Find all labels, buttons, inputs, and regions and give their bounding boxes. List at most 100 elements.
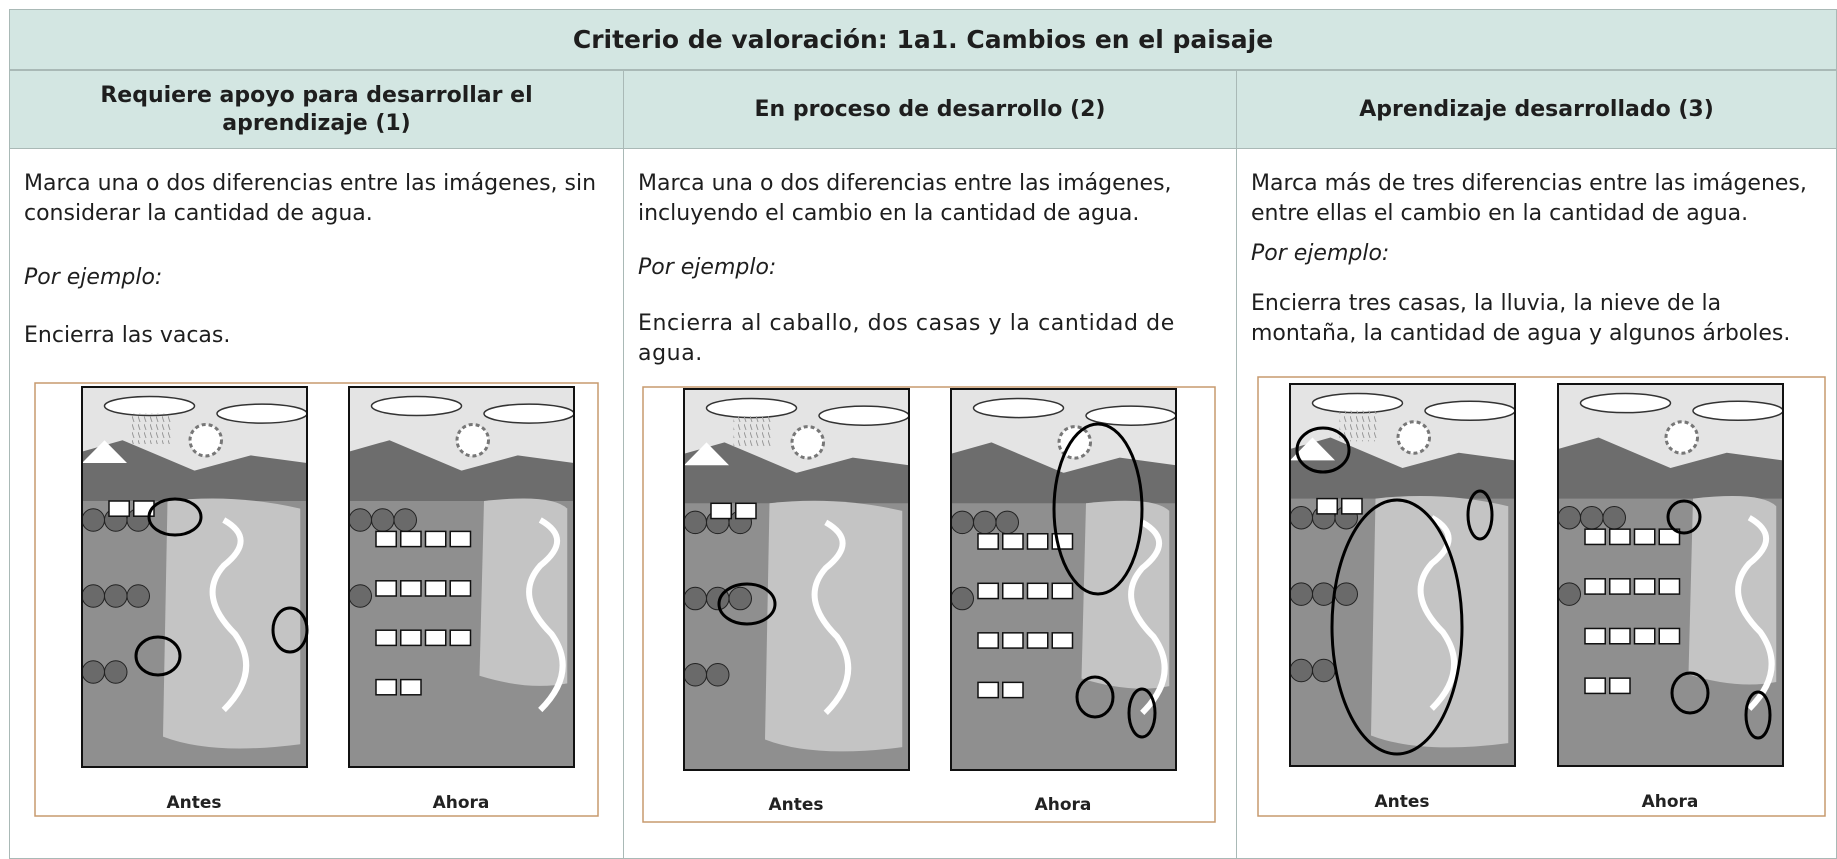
column-header: En proceso de desarrollo (2) [623, 70, 1237, 149]
cloud [972, 397, 1065, 419]
house [375, 530, 397, 548]
image-caption: Antes [1374, 792, 1429, 812]
house [977, 632, 999, 649]
mountains [349, 440, 574, 501]
tree [973, 510, 997, 535]
cloud [370, 395, 463, 417]
house [449, 530, 472, 548]
tree [1312, 582, 1336, 606]
image-frame [1257, 376, 1826, 817]
house [977, 533, 999, 550]
marker-circle [271, 606, 309, 654]
before-picture [1289, 383, 1516, 767]
cloud [216, 403, 308, 424]
cloud [818, 405, 910, 426]
snow [684, 442, 729, 466]
tree [1334, 582, 1358, 606]
waves [811, 519, 852, 715]
house [1002, 582, 1024, 600]
cloud [103, 395, 196, 417]
house [1609, 677, 1631, 695]
cloud [1424, 400, 1516, 422]
picture-border [1557, 383, 1784, 767]
picture-border [1289, 383, 1516, 767]
house [1609, 578, 1631, 595]
image-caption: Antes [768, 795, 823, 815]
tree [950, 510, 974, 535]
house [1658, 528, 1681, 546]
marker-circle [1295, 426, 1351, 474]
water [1081, 500, 1170, 689]
house [1341, 497, 1363, 515]
tree [348, 584, 372, 608]
water [479, 498, 568, 686]
waves [526, 517, 566, 713]
picture-border [683, 388, 910, 771]
tree [950, 586, 974, 611]
sun [188, 422, 223, 458]
waves [209, 517, 250, 713]
house [1633, 627, 1656, 645]
tree [81, 584, 105, 608]
marker-circle [1666, 499, 1702, 535]
rain [733, 415, 774, 447]
snow [82, 440, 127, 463]
house [1658, 578, 1681, 595]
description: Marca una o dos diferencias entre las im… [638, 171, 1172, 226]
tree [1289, 505, 1313, 530]
cloud [1311, 392, 1404, 414]
house [1584, 578, 1606, 595]
tree [81, 508, 105, 532]
tree [1289, 582, 1313, 606]
house [1051, 582, 1074, 600]
cloud [1085, 405, 1177, 426]
waves [1128, 519, 1168, 715]
picture-border [950, 388, 1177, 771]
image-frame [34, 382, 599, 817]
house [400, 580, 422, 597]
tree [104, 660, 128, 684]
table-cell: Marca una o dos diferencias entre las im… [623, 149, 1237, 859]
table-cell: Marca más de tres diferencias entre las … [1236, 149, 1837, 859]
mountains [82, 440, 307, 501]
water [163, 498, 301, 749]
cloud [705, 397, 798, 419]
house [1584, 627, 1606, 645]
tree [683, 586, 707, 611]
house [424, 580, 447, 597]
waves [1417, 515, 1458, 711]
cloud [483, 403, 575, 424]
water [1688, 496, 1777, 685]
rain [131, 413, 172, 444]
marker-circle [1075, 675, 1115, 719]
house [1633, 578, 1656, 595]
tree [348, 508, 372, 532]
water [765, 500, 903, 752]
description: Marca una o dos diferencias entre las im… [24, 171, 597, 226]
cloud [1579, 392, 1672, 414]
house [424, 530, 447, 548]
tree [706, 663, 730, 687]
snow [1290, 437, 1335, 461]
image-caption: Ahora [1035, 795, 1092, 815]
picture-border [348, 386, 575, 768]
mountains [1558, 437, 1783, 499]
house [1026, 582, 1049, 600]
marker-circle [1670, 671, 1710, 715]
marker-circle [1330, 498, 1464, 756]
tree [1602, 505, 1626, 530]
house [710, 502, 732, 520]
example-label: Por ejemplo: [1251, 241, 1390, 266]
after-picture [1557, 383, 1784, 767]
rain [1339, 410, 1380, 442]
example-label: Por ejemplo: [24, 265, 163, 290]
house [1051, 632, 1074, 649]
mountains [684, 442, 909, 504]
cloud [1692, 400, 1784, 422]
mountains [951, 442, 1176, 504]
house [108, 500, 130, 517]
house [1584, 677, 1606, 695]
tree [995, 510, 1019, 535]
house [1609, 528, 1631, 546]
marker-circle [1466, 489, 1494, 541]
